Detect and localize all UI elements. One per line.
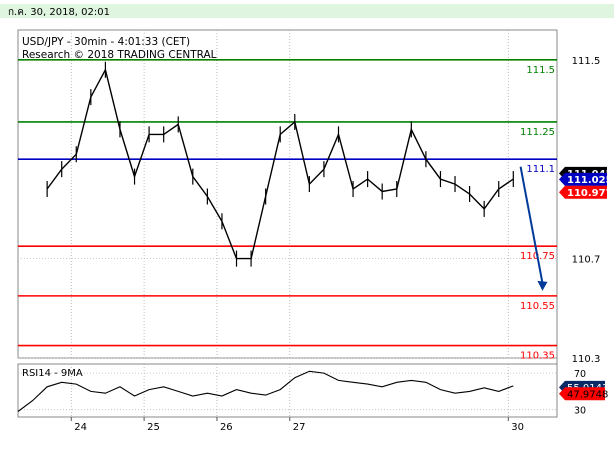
rsi-tick-label: 30 <box>574 406 586 417</box>
rsi-panel <box>17 363 558 418</box>
forecast-arrow <box>519 166 544 284</box>
x-tick-label: 26 <box>220 422 233 433</box>
rsi-title: RSI14 - 9MA <box>22 368 83 379</box>
timestamp-bar <box>0 4 614 18</box>
level-label: 110.35 <box>520 351 555 362</box>
rsi-tick-label: 70 <box>574 369 586 380</box>
level-label: 111.5 <box>526 65 555 76</box>
price-badge <box>559 185 607 199</box>
rsi-badge <box>559 387 605 401</box>
chart-subtitle: Research © 2018 TRADING CENTRAL <box>22 49 217 61</box>
y-tick-label: 110.7 <box>572 255 601 266</box>
x-tick-label: 27 <box>293 422 306 433</box>
y-tick-label: 111.5 <box>572 56 601 67</box>
rsi-badge-label: 47.9748 <box>567 389 608 400</box>
level-label: 110.55 <box>520 301 555 312</box>
price-badge-label: 111.025 <box>567 175 613 186</box>
price-badge-label: 110.977 <box>567 188 613 199</box>
price-panel <box>17 29 558 359</box>
rsi-series <box>17 370 514 412</box>
forecast-arrowhead <box>537 280 548 291</box>
x-tick-label: 24 <box>74 422 87 433</box>
level-label: 111.1 <box>526 164 555 175</box>
chart-title: USD/JPY - 30min - 4:01:33 (CET) <box>22 36 190 48</box>
x-tick-label: 25 <box>147 422 160 433</box>
x-tick-label: 30 <box>511 422 524 433</box>
level-label: 111.25 <box>520 127 555 138</box>
price-badge <box>559 172 607 186</box>
y-tick-label: 110.3 <box>572 354 601 365</box>
timestamp: ก.ค. 30, 2018, 02:01 <box>8 7 110 18</box>
